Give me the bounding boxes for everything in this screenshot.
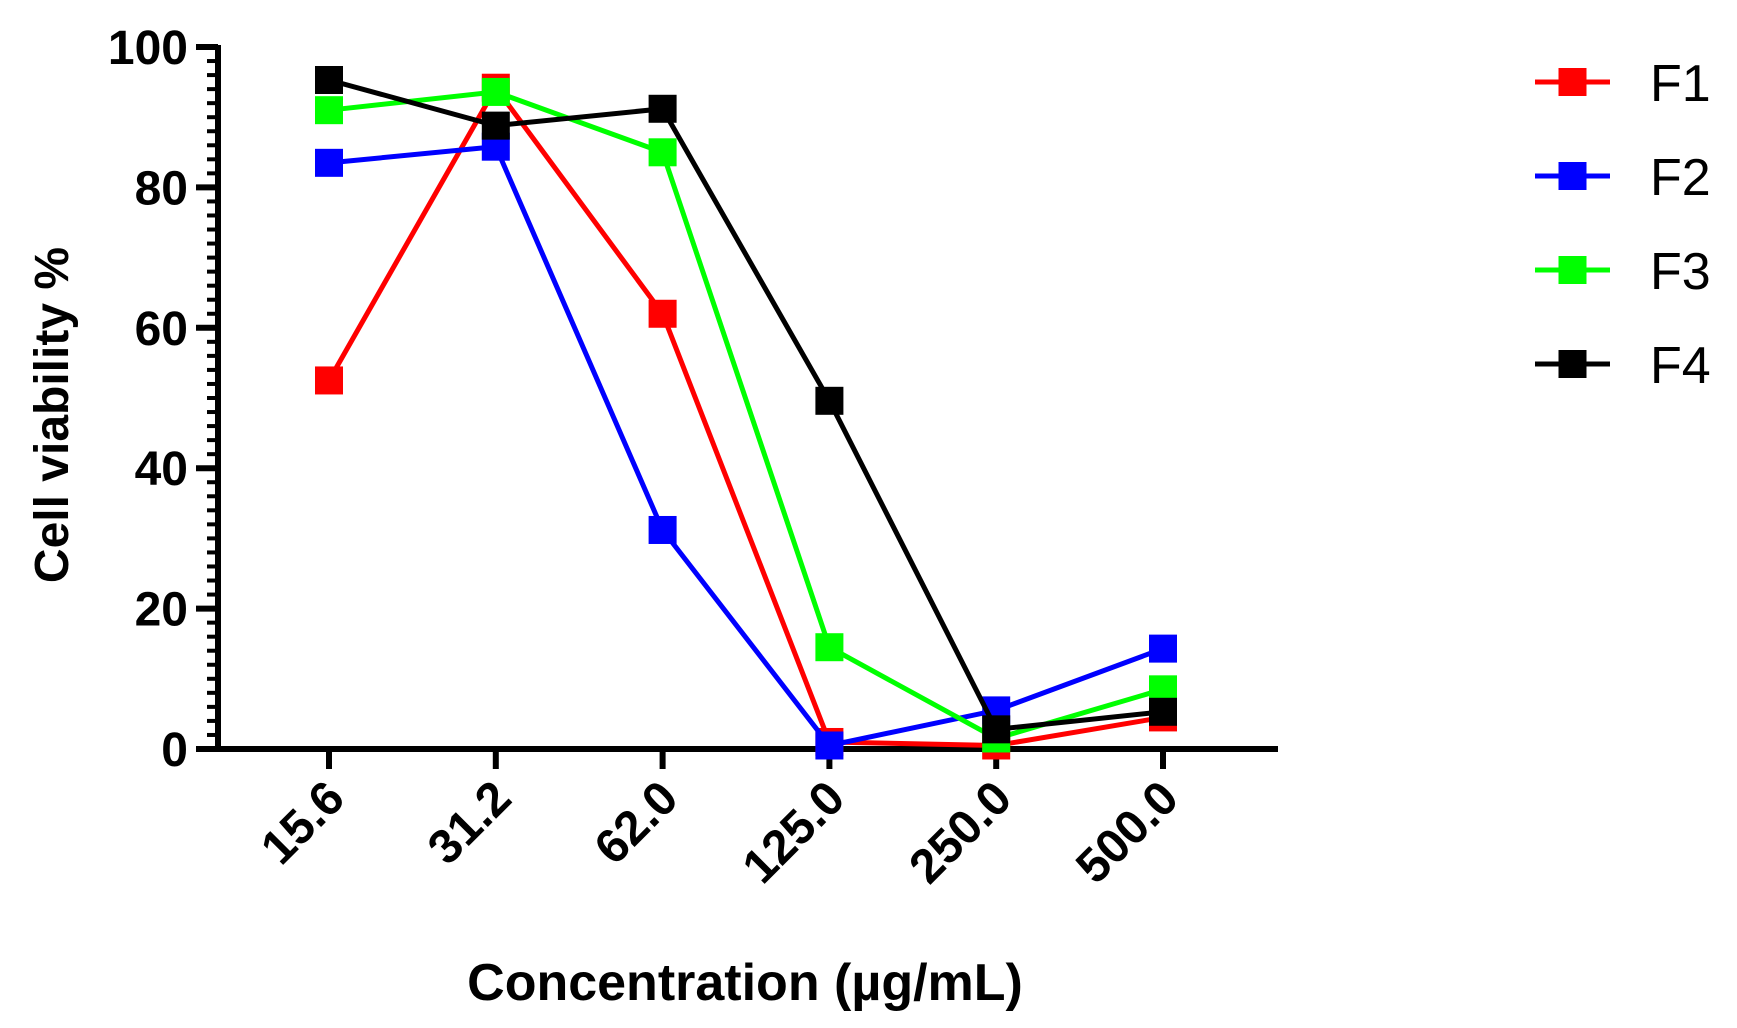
legend-marker — [1558, 256, 1587, 284]
legend-item-f2: F2 — [1535, 149, 1711, 207]
legend-marker — [1558, 350, 1587, 378]
data-point-f1 — [648, 299, 677, 328]
legend-label: F3 — [1650, 243, 1711, 301]
data-point-f4 — [481, 111, 510, 140]
series-line-f2 — [328, 144, 1164, 749]
data-point-f2 — [315, 148, 343, 177]
series-f2 — [315, 132, 1177, 760]
x-tick-label: 15.6 — [251, 771, 355, 875]
data-point-f3 — [648, 138, 677, 167]
data-point-f3 — [815, 633, 844, 662]
x-tick-label: 250.0 — [900, 771, 1022, 893]
data-point-f1 — [315, 366, 343, 395]
x-tick-label: 125.0 — [733, 771, 855, 893]
y-tick-label: 80 — [135, 162, 188, 215]
x-axis-label: Concentration (µg/mL) — [467, 954, 1023, 1012]
series-f4 — [315, 65, 1177, 744]
series-layer — [315, 65, 1177, 760]
data-point-f2 — [815, 731, 844, 760]
legend-marker — [1558, 68, 1587, 96]
x-tick-label: 500.0 — [1066, 771, 1188, 893]
legend-item-f1: F1 — [1535, 55, 1711, 113]
data-point-f4 — [815, 386, 844, 415]
legend-item-f4: F4 — [1535, 337, 1711, 395]
series-f1 — [315, 73, 1177, 760]
series-line-f3 — [328, 89, 1164, 742]
data-point-f3 — [315, 96, 343, 125]
legend-label: F2 — [1650, 149, 1711, 207]
series-line-f4 — [328, 77, 1164, 733]
data-point-f2 — [648, 515, 677, 544]
y-tick-label: 60 — [135, 303, 188, 356]
data-point-f4 — [648, 94, 677, 123]
legend-item-f3: F3 — [1535, 243, 1711, 301]
data-point-f2 — [1149, 634, 1177, 663]
data-point-f4 — [315, 65, 343, 94]
axes: 0 20 40 60 80 100 15.6 31.2 62.0 125.0 250.0 500.0 — [108, 22, 1278, 894]
legend-marker — [1558, 162, 1587, 190]
y-tick-label: 20 — [135, 584, 188, 637]
y-tick-label: 40 — [135, 443, 188, 496]
y-tick-label: 100 — [108, 22, 188, 75]
x-tick-label: 62.0 — [585, 771, 689, 875]
data-point-f3 — [481, 77, 510, 106]
y-tick-label: 0 — [161, 724, 188, 777]
x-tick-label: 31.2 — [418, 771, 522, 875]
data-point-f4 — [1149, 697, 1177, 726]
legend-label: F4 — [1650, 337, 1711, 395]
series-line-f1 — [326, 83, 1164, 748]
y-axis-label: Cell viability % — [26, 247, 79, 583]
data-point-f4 — [982, 715, 1011, 744]
legend: F1 F2 F3 F4 — [1535, 55, 1711, 395]
legend-label: F1 — [1650, 55, 1711, 113]
